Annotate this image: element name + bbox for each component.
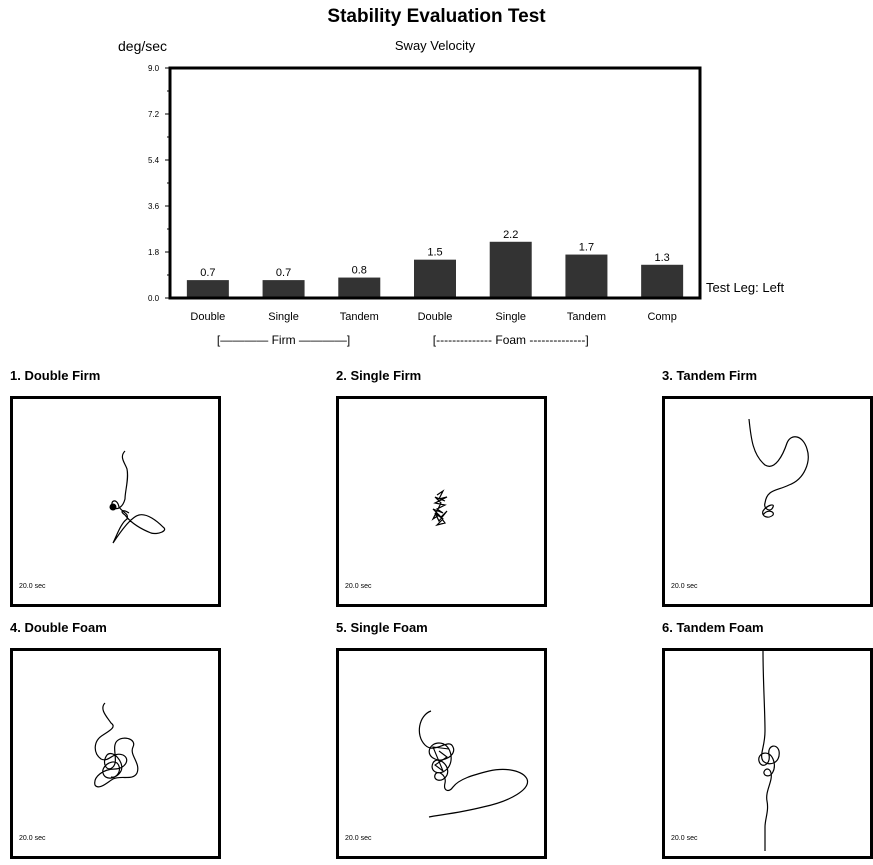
x-category-label: Single [268,311,299,323]
sway-trace-double-foam [13,651,218,856]
x-category-label: Tandem [567,311,606,323]
panel-title-double-foam: 4. Double Foam [10,620,107,635]
bar-value-label: 1.5 [427,247,442,259]
bar [565,255,607,298]
group-label: [———— Firm ————] [217,333,350,347]
sway-panel-single-foam: 20.0 sec [336,648,547,859]
bar [263,280,305,298]
y-tick-label: 3.6 [148,202,160,211]
panel-duration: 20.0 sec [345,583,371,590]
panel-title-single-firm: 2. Single Firm [336,368,421,383]
bar-value-label: 0.7 [276,267,291,279]
x-category-label: Double [418,311,453,323]
test-leg-label: Test Leg: Left [706,280,784,295]
y-tick-label: 9.0 [148,64,160,73]
bar [641,265,683,298]
sway-panel-tandem-foam: 20.0 sec [662,648,873,859]
panel-title-tandem-foam: 6. Tandem Foam [662,620,764,635]
sway-trace-double-firm [13,399,218,604]
x-category-label: Tandem [340,311,379,323]
panel-title-double-firm: 1. Double Firm [10,368,100,383]
panel-title-single-foam: 5. Single Foam [336,620,428,635]
sway-panel-double-foam: 20.0 sec [10,648,221,859]
sway-trace-single-foam [339,651,544,856]
sway-trace-tandem-foam [665,651,870,856]
sway-trace-single-firm [339,399,544,604]
x-category-label: Comp [647,311,676,323]
x-category-label: Double [190,311,225,323]
y-axis: 0.0 1.8 3.6 5.4 7.2 9.0 [148,64,170,303]
bar [338,278,380,298]
x-axis-labels: Double Single Tandem Double Single Tandem Comp… [190,311,676,347]
x-category-label: Single [495,311,526,323]
group-label: [-------------- Foam --------------] [433,333,589,347]
panel-duration: 20.0 sec [345,835,371,842]
bar [414,260,456,298]
sway-trace-tandem-firm [665,399,870,604]
bar [490,242,532,298]
panel-title-tandem-firm: 3. Tandem Firm [662,368,757,383]
panel-duration: 20.0 sec [19,835,45,842]
bar-chart: 0.0 1.8 3.6 5.4 7.2 9.0 0.7 0.7 0.8 1.5 2.2 1.7 1.3… [0,0,873,360]
panel-duration: 20.0 sec [19,583,45,590]
y-tick-label: 1.8 [148,248,160,257]
sway-panel-single-firm: 20.0 sec [336,396,547,607]
bar-value-label: 2.2 [503,229,518,241]
bar [187,280,229,298]
bars: 0.7 0.7 0.8 1.5 2.2 1.7 1.3 [187,229,683,298]
sway-panel-double-firm: 20.0 sec [10,396,221,607]
sway-panel-tandem-firm: 20.0 sec [662,396,873,607]
panel-duration: 20.0 sec [671,835,697,842]
bar-value-label: 1.7 [579,242,594,254]
bar-value-label: 0.8 [352,265,367,277]
bar-value-label: 0.7 [200,267,215,279]
bar-value-label: 1.3 [654,252,669,264]
y-tick-label: 5.4 [148,156,160,165]
y-tick-label: 0.0 [148,294,160,303]
panel-duration: 20.0 sec [671,583,697,590]
y-tick-label: 7.2 [148,110,160,119]
